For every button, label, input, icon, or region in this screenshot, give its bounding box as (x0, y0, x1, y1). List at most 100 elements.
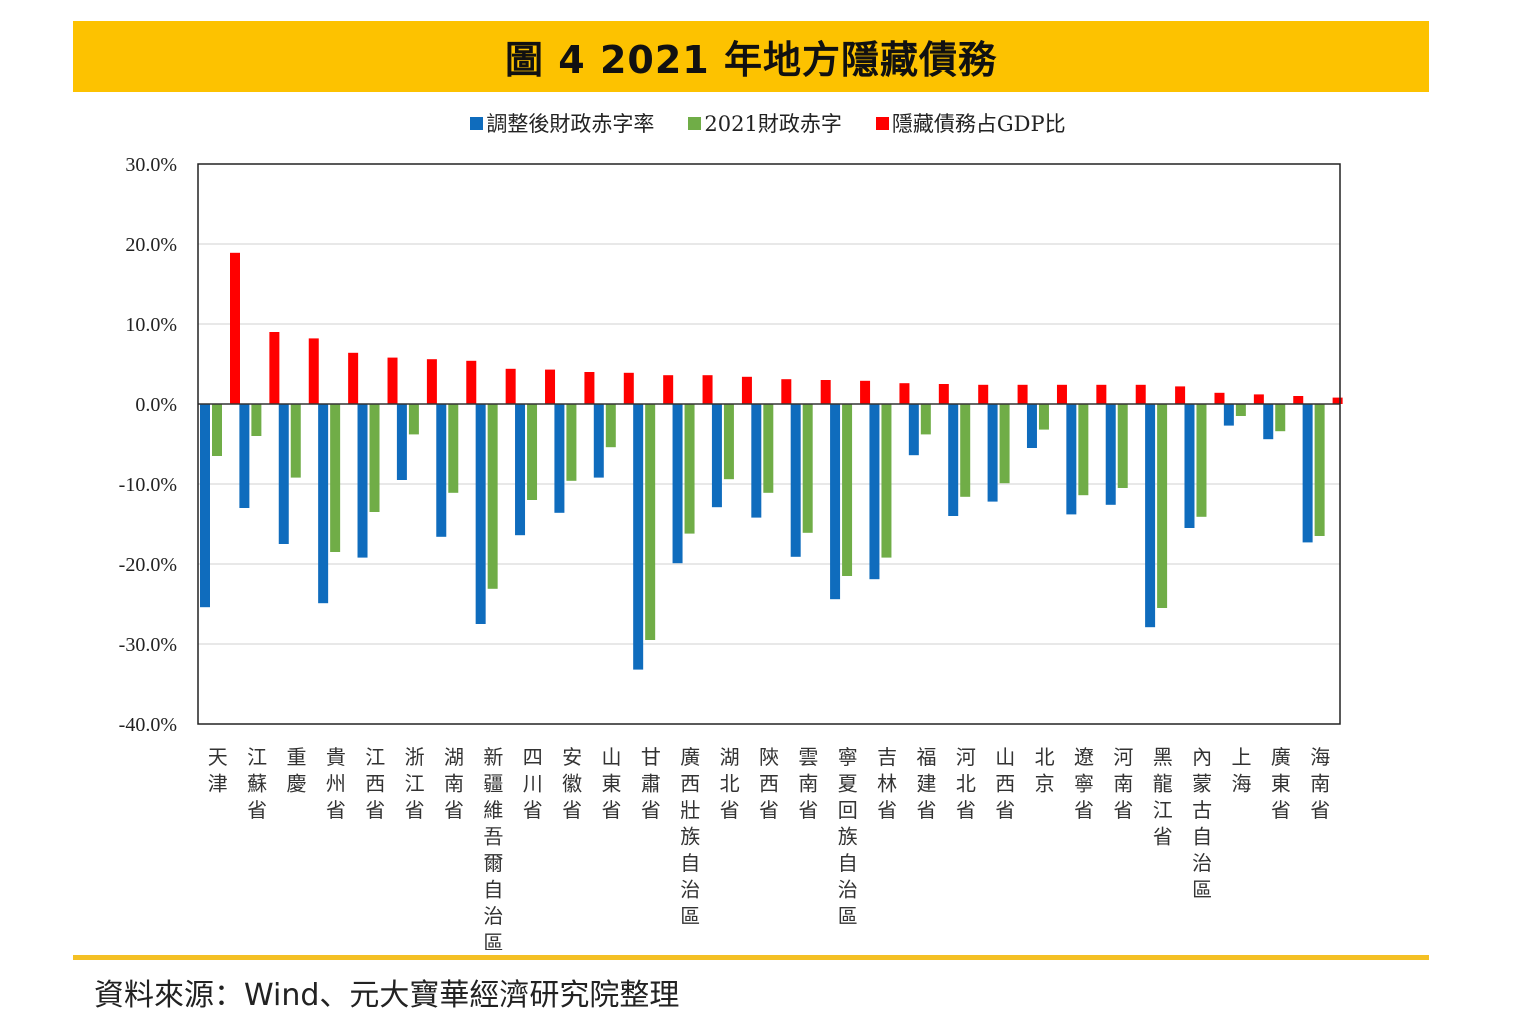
category-char: 區 (838, 904, 858, 928)
bar-hidden-debt (1017, 384, 1028, 404)
category-char: 建 (917, 772, 937, 796)
category-char: 重 (286, 745, 306, 769)
category-char: 津 (208, 772, 228, 796)
bar-hidden-debt (1253, 394, 1264, 404)
category-char: 海 (1310, 745, 1330, 769)
bar-2021-deficit (408, 404, 419, 435)
bar-adjusted-deficit (672, 404, 683, 564)
category-char: 山 (601, 745, 621, 769)
bar-adjusted-deficit (436, 404, 447, 537)
bar-adjusted-deficit (515, 404, 526, 536)
category-char: 省 (720, 798, 740, 822)
category-label: 河南省 (1113, 745, 1133, 822)
category-char: 吉 (877, 745, 897, 769)
legend-swatch-red (875, 116, 889, 130)
category-label: 山西省 (995, 745, 1015, 822)
bar-hidden-debt (426, 359, 437, 404)
bar-hidden-debt (781, 379, 792, 404)
category-char: 省 (601, 798, 621, 822)
category-char: 省 (995, 798, 1015, 822)
category-char: 省 (877, 798, 897, 822)
bar-adjusted-deficit (396, 404, 407, 480)
category-char: 福 (917, 745, 937, 769)
category-char: 區 (1192, 878, 1212, 902)
bar-2021-deficit (330, 404, 341, 552)
category-char: 省 (956, 798, 976, 822)
bar-2021-deficit (1314, 404, 1325, 536)
category-char: 廣 (680, 745, 700, 769)
category-label: 內蒙古自治區 (1192, 745, 1212, 902)
legend-label: 2021財政赤字 (704, 112, 842, 136)
bar-2021-deficit (527, 404, 538, 500)
category-char: 區 (680, 904, 700, 928)
bar-2021-deficit (1117, 404, 1128, 488)
category-char: 北 (956, 772, 976, 796)
bar-adjusted-deficit (1302, 404, 1313, 543)
bar-hidden-debt (387, 357, 398, 404)
category-char: 海 (1232, 772, 1252, 796)
category-label: 河北省 (956, 745, 976, 822)
bar-2021-deficit (842, 404, 853, 576)
category-label: 湖南省 (444, 745, 464, 822)
category-char: 雲 (798, 745, 818, 769)
category-label: 北京 (1035, 745, 1055, 796)
category-label: 廣東省 (1271, 745, 1291, 822)
category-char: 州 (326, 772, 346, 796)
category-char: 河 (1113, 745, 1133, 769)
bar-adjusted-deficit (1184, 404, 1195, 528)
bar-hidden-debt (978, 384, 989, 404)
bar-2021-deficit (645, 404, 656, 640)
category-char: 新 (483, 745, 503, 769)
bar-hidden-debt (308, 338, 319, 404)
y-axis-ticks: 30.0% 20.0% 10.0% 0.0% -10.0% -20.0% -30.0% -40… (119, 154, 177, 736)
bar-hidden-debt (269, 332, 280, 404)
category-char: 省 (247, 798, 267, 822)
category-char: 省 (444, 798, 464, 822)
bar-hidden-debt (230, 252, 240, 404)
bar-adjusted-deficit (318, 404, 329, 604)
bar-2021-deficit (290, 404, 301, 478)
category-char: 蒙 (1192, 772, 1212, 796)
bar-2021-deficit (212, 404, 222, 456)
bar-hidden-debt (505, 368, 516, 404)
category-char: 廣 (1271, 745, 1291, 769)
bar-adjusted-deficit (278, 404, 289, 544)
bars (200, 252, 1343, 670)
category-label: 重慶 (286, 745, 306, 796)
bar-adjusted-deficit (830, 404, 841, 600)
category-char: 自 (838, 851, 858, 875)
bar-2021-deficit (802, 404, 813, 533)
category-char: 北 (1035, 745, 1055, 769)
bar-2021-deficit (448, 404, 459, 493)
category-label: 新疆維吾爾自治區 (483, 745, 503, 950)
legend-swatch-green (688, 116, 702, 130)
category-label: 湖北省 (720, 745, 740, 822)
category-char: 省 (1310, 798, 1330, 822)
legend-item-2021-deficit: 2021財政赤字 (688, 108, 842, 138)
category-char: 自 (680, 851, 700, 875)
category-char: 維 (483, 798, 503, 822)
category-char: 湖 (720, 745, 740, 769)
bar-adjusted-deficit (908, 404, 919, 456)
category-char: 東 (1271, 772, 1291, 796)
legend: 調整後財政赤字率 2021財政赤字 隱藏債務占GDP比 (0, 108, 1536, 138)
category-char: 省 (405, 798, 425, 822)
bar-adjusted-deficit (1145, 404, 1156, 628)
bar-2021-deficit (960, 404, 971, 497)
y-tick-label: -10.0% (119, 474, 177, 496)
category-char: 寧 (1074, 772, 1094, 796)
bar-2021-deficit (251, 404, 262, 436)
category-char: 自 (1192, 825, 1212, 849)
bar-adjusted-deficit (711, 404, 722, 508)
bar-2021-deficit (1235, 404, 1246, 416)
category-char: 南 (1113, 772, 1133, 796)
category-char: 龍 (1153, 772, 1173, 796)
category-char: 北 (720, 772, 740, 796)
bar-hidden-debt (1293, 396, 1304, 404)
source-note: 資料來源：Wind、元大寶華經濟研究院整理 (94, 978, 680, 1013)
bar-adjusted-deficit (1026, 404, 1037, 448)
category-char: 東 (601, 772, 621, 796)
category-char: 甘 (641, 745, 661, 769)
category-char: 徽 (562, 772, 582, 796)
legend-item-adjusted-deficit: 調整後財政赤字率 (470, 108, 654, 138)
